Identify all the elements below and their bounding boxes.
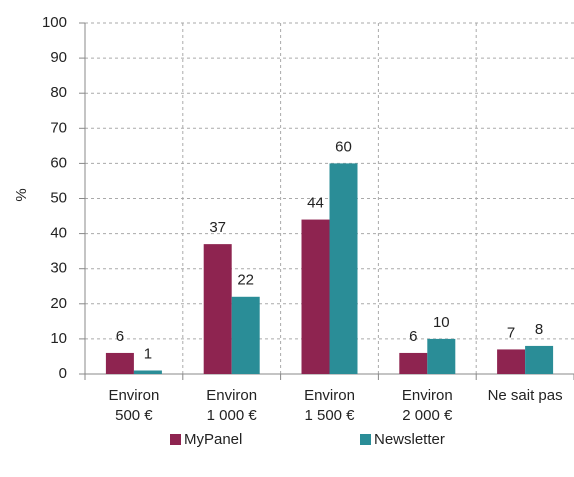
y-tick-label: 20 [50,295,67,312]
data-label: 37 [209,219,226,236]
data-label: 7 [507,324,515,341]
data-label: 6 [116,328,124,345]
legend-swatch [360,434,371,445]
y-tick-label: 40 [50,225,67,242]
y-tick-label: 70 [50,119,67,136]
bar [399,352,428,374]
x-tick-label: Environ 2 000 € [401,387,453,424]
y-tick-label: 90 [50,49,67,66]
data-label: 1 [144,345,152,362]
bar [231,296,260,374]
y-tick-label: 30 [50,260,67,277]
legend-swatch [170,434,181,445]
data-label: 44 [307,195,324,212]
x-tick-label: Environ 500 € [108,387,160,424]
y-tick-label: 10 [50,330,67,347]
x-tick-label: Ne sait pas [487,387,563,404]
legend-label: MyPanel [184,431,242,448]
y-tick-label: 60 [50,154,67,171]
bar [497,349,526,374]
y-tick-label: 80 [50,84,67,101]
bar [329,163,358,374]
data-label: 6 [409,328,417,345]
y-tick-label: 50 [50,189,67,206]
data-label: 8 [535,321,543,338]
y-tick-label: 100 [42,14,67,31]
data-label: 10 [433,314,450,331]
bar [105,352,134,374]
y-tick-label: 0 [59,365,67,382]
data-label: 60 [335,138,352,155]
bar [203,244,232,374]
data-label: 22 [237,272,254,289]
y-axis-label: % [13,188,30,201]
x-tick-label: Environ 1 000 € [206,387,258,424]
x-tick-label: Environ 1 500 € [304,387,355,424]
bar [427,338,456,374]
bar [525,345,554,374]
bar [133,370,162,374]
bar [301,219,330,374]
legend-label: Newsletter [374,431,445,448]
